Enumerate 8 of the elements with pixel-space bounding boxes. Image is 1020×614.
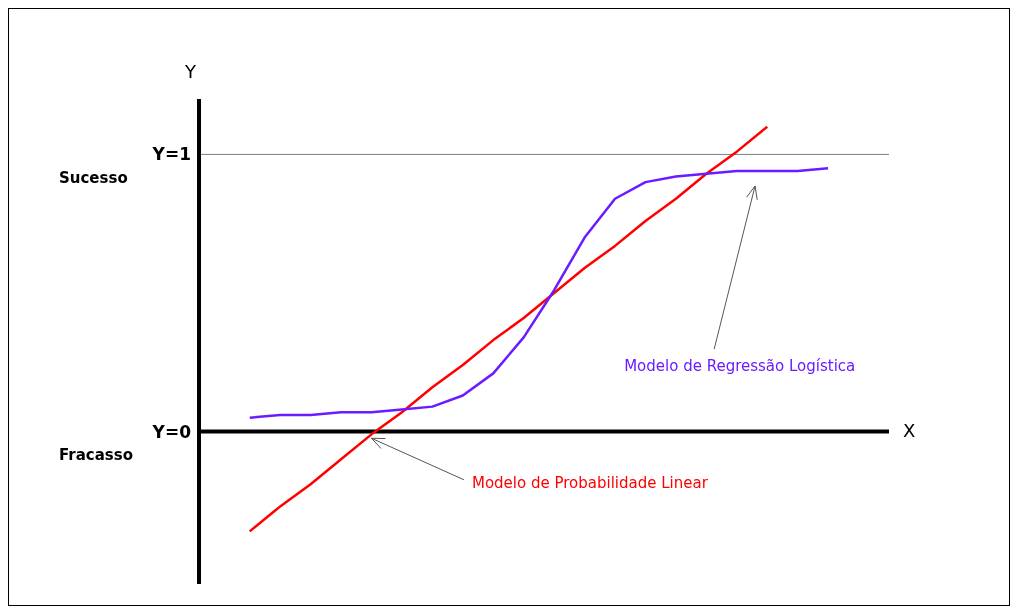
text: Sucesso (59, 168, 128, 187)
y-tick-label: Y=0 (151, 421, 192, 442)
y-axis-title: Y (185, 61, 196, 82)
text: Fracasso (59, 446, 133, 465)
text: Modelo de Regressão Logística (624, 357, 856, 376)
x-axis-title: X (903, 420, 916, 442)
text: Modelo de Probabilidade Linear (471, 473, 709, 492)
y-tick-label: Y=1 (151, 144, 191, 165)
